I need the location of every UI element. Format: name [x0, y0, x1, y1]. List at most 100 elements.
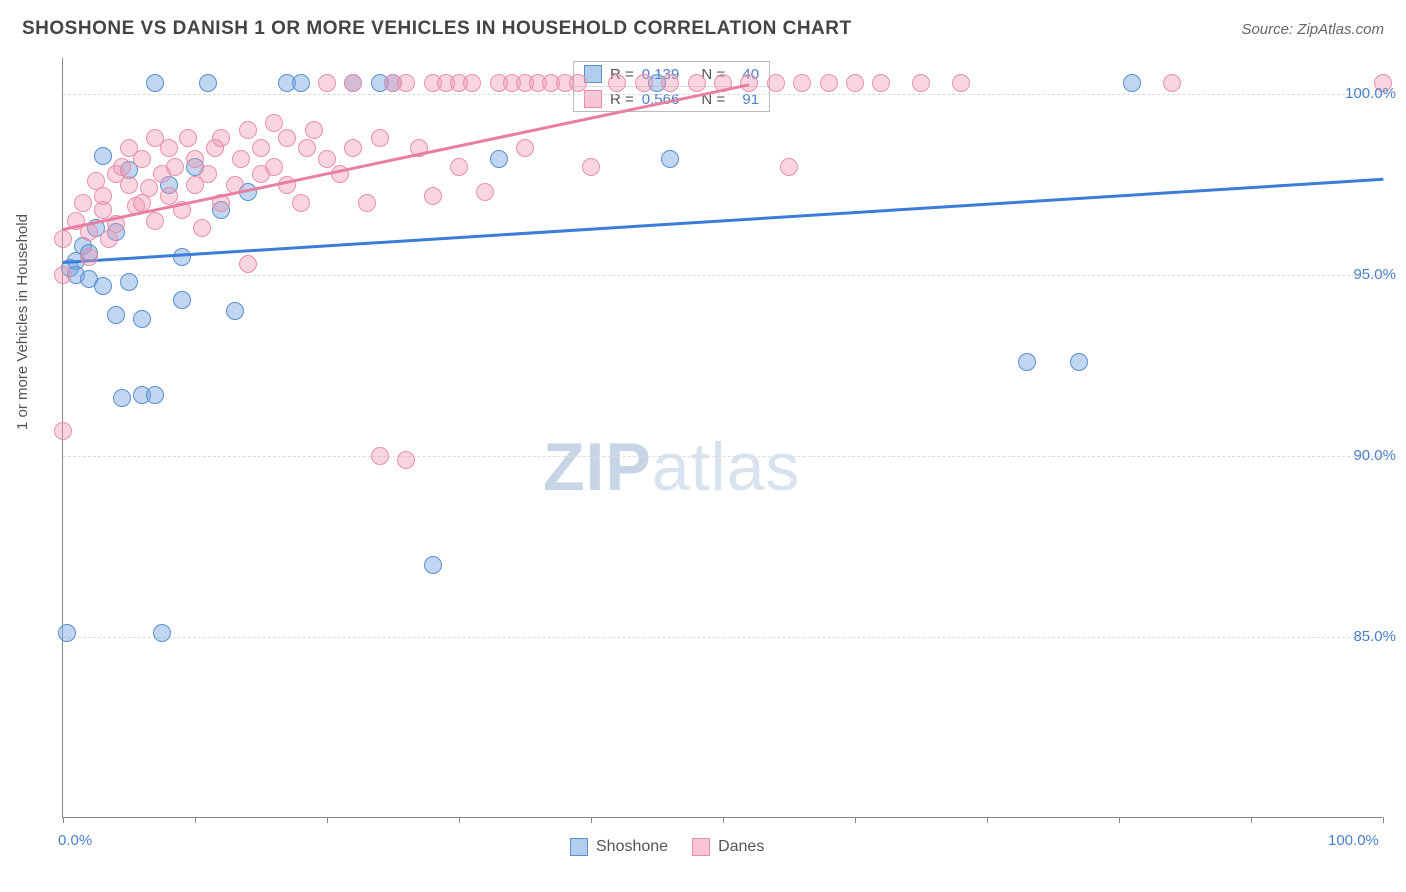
scatter-point: [344, 139, 362, 157]
scatter-point: [199, 74, 217, 92]
scatter-point: [358, 194, 376, 212]
scatter-point: [186, 150, 204, 168]
x-tick-label: 0.0%: [58, 832, 92, 849]
scatter-point: [635, 74, 653, 92]
x-tick-mark: [1383, 817, 1384, 823]
x-tick-mark: [63, 817, 64, 823]
legend-item-shoshone: Shoshone: [570, 838, 668, 856]
scatter-point: [476, 183, 494, 201]
scatter-point: [120, 273, 138, 291]
chart-source: Source: ZipAtlas.com: [1241, 21, 1384, 38]
scatter-point: [371, 129, 389, 147]
scatter-point: [94, 277, 112, 295]
x-tick-mark: [723, 817, 724, 823]
gridline: [63, 456, 1385, 457]
scatter-point: [344, 74, 362, 92]
scatter-point: [212, 129, 230, 147]
scatter-point: [1123, 74, 1141, 92]
x-tick-label: 100.0%: [1328, 832, 1379, 849]
scatter-point: [397, 451, 415, 469]
scatter-point: [153, 624, 171, 642]
scatter-point: [160, 187, 178, 205]
x-tick-mark: [591, 817, 592, 823]
scatter-point: [292, 194, 310, 212]
scatter-point: [424, 187, 442, 205]
scatter-point: [298, 139, 316, 157]
scatter-point: [278, 129, 296, 147]
scatter-point: [120, 176, 138, 194]
series-legend: Shoshone Danes: [570, 838, 764, 856]
scatter-point: [1018, 353, 1036, 371]
scatter-point: [490, 150, 508, 168]
scatter-point: [199, 165, 217, 183]
scatter-point: [252, 139, 270, 157]
chart-title: SHOSHONE VS DANISH 1 OR MORE VEHICLES IN…: [22, 18, 852, 40]
scatter-point: [232, 150, 250, 168]
scatter-point: [780, 158, 798, 176]
scatter-point: [820, 74, 838, 92]
chart-header: SHOSHONE VS DANISH 1 OR MORE VEHICLES IN…: [22, 18, 1384, 40]
scatter-point: [239, 121, 257, 139]
scatter-point: [146, 212, 164, 230]
legend-swatch-blue: [584, 65, 602, 83]
scatter-point: [688, 74, 706, 92]
scatter-point: [140, 179, 158, 197]
y-tick-label: 95.0%: [1353, 266, 1396, 283]
scatter-point: [740, 74, 758, 92]
scatter-point: [265, 158, 283, 176]
scatter-point: [424, 556, 442, 574]
scatter-point: [661, 74, 679, 92]
scatter-point: [74, 194, 92, 212]
scatter-point: [54, 266, 72, 284]
scatter-point: [113, 389, 131, 407]
x-tick-mark: [1251, 817, 1252, 823]
scatter-point: [239, 255, 257, 273]
scatter-point: [463, 74, 481, 92]
scatter-point: [173, 291, 191, 309]
legend-swatch-pink: [692, 838, 710, 856]
x-tick-mark: [195, 817, 196, 823]
scatter-point: [113, 158, 131, 176]
scatter-point: [582, 158, 600, 176]
scatter-point: [912, 74, 930, 92]
scatter-point: [133, 310, 151, 328]
scatter-point: [173, 248, 191, 266]
scatter-point: [94, 187, 112, 205]
scatter-point: [767, 74, 785, 92]
scatter-point: [608, 74, 626, 92]
scatter-point: [193, 219, 211, 237]
gridline: [63, 637, 1385, 638]
gridline: [63, 275, 1385, 276]
scatter-point: [292, 74, 310, 92]
legend-label-shoshone: Shoshone: [596, 838, 668, 856]
scatter-point: [146, 386, 164, 404]
scatter-point: [1163, 74, 1181, 92]
scatter-point: [371, 447, 389, 465]
scatter-point: [160, 139, 178, 157]
scatter-point: [872, 74, 890, 92]
r-label: R =: [610, 91, 634, 108]
x-tick-mark: [987, 817, 988, 823]
scatter-point: [54, 230, 72, 248]
scatter-point: [450, 158, 468, 176]
legend-swatch-pink: [584, 90, 602, 108]
scatter-point: [166, 158, 184, 176]
scatter-point: [952, 74, 970, 92]
scatter-point: [179, 129, 197, 147]
scatter-point: [318, 74, 336, 92]
scatter-point: [305, 121, 323, 139]
legend-swatch-blue: [570, 838, 588, 856]
scatter-point: [318, 150, 336, 168]
y-tick-label: 85.0%: [1353, 628, 1396, 645]
scatter-point: [661, 150, 679, 168]
scatter-point: [846, 74, 864, 92]
scatter-point: [133, 150, 151, 168]
scatter-point: [793, 74, 811, 92]
watermark-atlas: atlas: [652, 429, 801, 505]
n-value-danes: 91: [733, 91, 759, 108]
regression-line: [63, 177, 1383, 263]
y-axis-label: 1 or more Vehicles in Household: [14, 214, 31, 430]
watermark-zip: ZIP: [543, 429, 652, 505]
scatter-point: [1070, 353, 1088, 371]
scatter-point: [569, 74, 587, 92]
